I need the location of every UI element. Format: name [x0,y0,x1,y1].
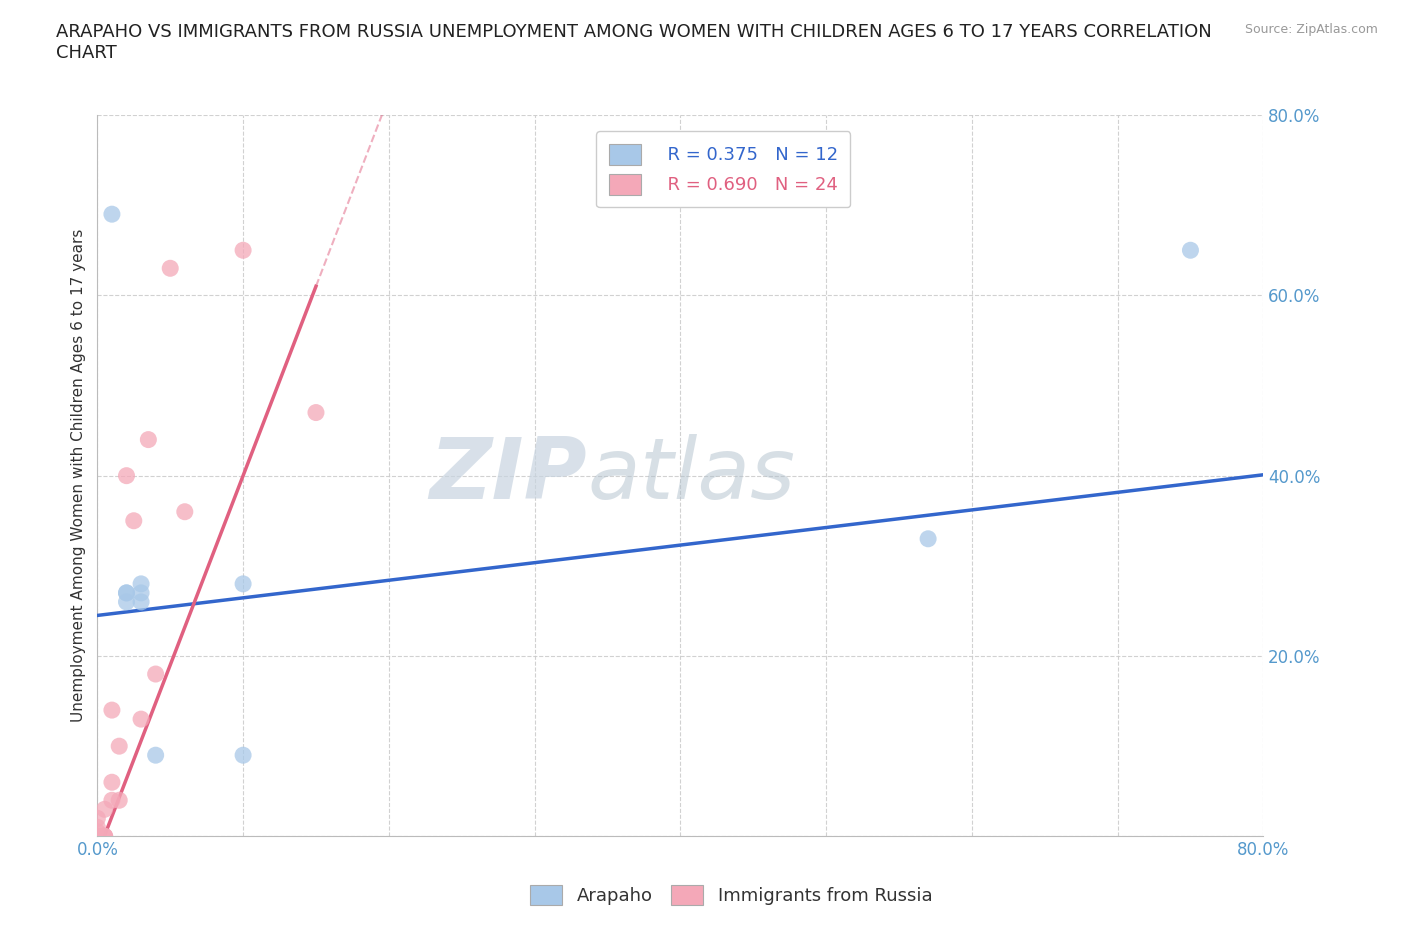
Point [129,711,152,726]
Point [115,586,138,601]
Point [86,811,108,826]
Point [145,748,167,763]
Legend:   R = 0.375   N = 12,   R = 0.690   N = 24: R = 0.375 N = 12, R = 0.690 N = 24 [596,131,851,207]
Point [86,820,108,835]
Point [101,775,124,790]
Point [115,586,138,601]
Point [145,667,167,682]
Point [86,824,108,839]
Point [86,829,108,844]
Text: ZIP: ZIP [429,434,588,517]
Y-axis label: Unemployment Among Women with Children Ages 6 to 17 years: Unemployment Among Women with Children A… [72,229,86,723]
Point [129,594,152,609]
Text: Source: ZipAtlas.com: Source: ZipAtlas.com [1244,23,1378,36]
Point [108,793,131,808]
Point [93,829,115,844]
Point [232,748,254,763]
Point [159,260,181,275]
Point [1180,243,1202,258]
Point [917,531,939,546]
Point [138,432,160,447]
Point [173,504,195,519]
Point [101,793,124,808]
Text: atlas: atlas [588,434,794,517]
Text: ARAPAHO VS IMMIGRANTS FROM RUSSIA UNEMPLOYMENT AMONG WOMEN WITH CHILDREN AGES 6 : ARAPAHO VS IMMIGRANTS FROM RUSSIA UNEMPL… [56,23,1212,62]
Point [86,829,108,844]
Point [115,594,138,609]
Point [108,738,131,753]
Point [101,703,124,718]
Point [232,243,254,258]
Point [305,405,328,420]
Point [122,513,145,528]
Legend: Arapaho, Immigrants from Russia: Arapaho, Immigrants from Russia [519,874,943,916]
Point [101,206,124,221]
Point [93,829,115,844]
Point [93,829,115,844]
Point [115,468,138,483]
Point [129,586,152,601]
Point [129,577,152,591]
Point [86,829,108,844]
Point [93,802,115,817]
Point [232,577,254,591]
